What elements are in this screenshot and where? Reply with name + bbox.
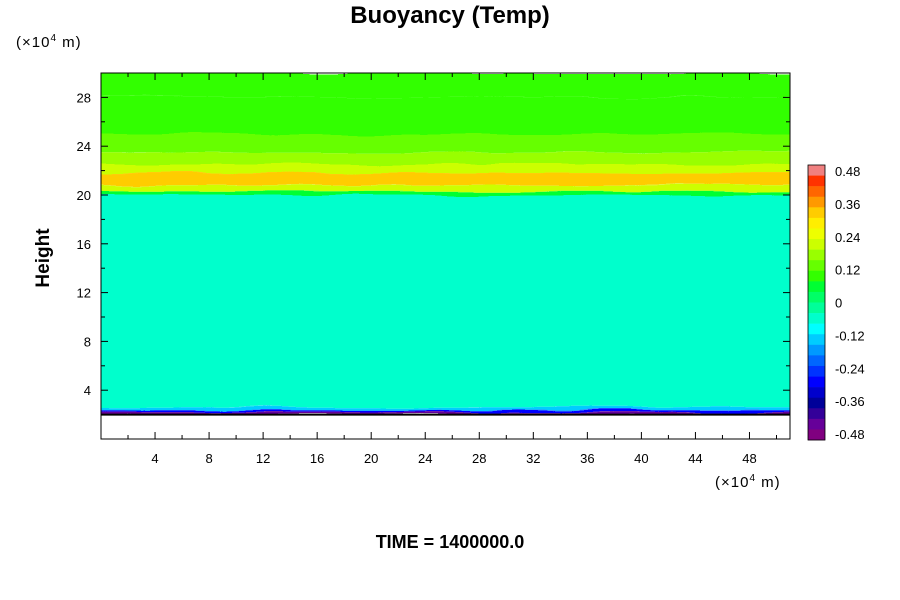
heatmap-layer-6 (101, 185, 790, 192)
colorbar-swatch-6 (808, 228, 825, 240)
colorbar-swatch-10 (808, 270, 825, 282)
y-tick-label: 20 (77, 188, 91, 203)
colorbar-swatch-12 (808, 291, 825, 303)
colorbar-swatch-1 (808, 175, 825, 187)
heatmap-layer-11 (101, 412, 790, 415)
colorbar-tick-label: -0.48 (835, 427, 865, 442)
colorbar-swatch-9 (808, 260, 825, 272)
colorbar-swatch-2 (808, 186, 825, 198)
x-tick-label: 20 (364, 451, 378, 466)
colorbar-swatch-7 (808, 239, 825, 250)
colorbar-swatch-21 (808, 387, 825, 398)
colorbar-swatch-22 (808, 397, 825, 409)
colorbar: 0.48 0.36 0.24 0.12 0 -0.12 -0.24 -0.36 -0.48 (807, 164, 865, 442)
colorbar-swatch-15 (808, 323, 825, 335)
y-unit-label: (×104 m) (16, 33, 82, 51)
heatmap-layer-0 (101, 73, 790, 98)
colorbar-tick-label: -0.24 (835, 361, 865, 376)
heatmap-layer-8 (101, 195, 790, 408)
heatmap-layer-2 (101, 134, 790, 153)
colorbar-swatch-8 (808, 249, 825, 261)
colorbar-swatch-17 (808, 344, 825, 356)
colorbar-swatch-5 (808, 217, 825, 229)
colorbar-swatch-4 (808, 207, 825, 219)
colorbar-swatch-13 (808, 302, 825, 314)
y-axis-label: Height (33, 228, 54, 288)
colorbar-tick-label: 0.12 (835, 263, 860, 278)
plot-frame (100, 72, 791, 440)
colorbar-tick-label: 0 (835, 296, 842, 311)
colorbar-swatch-20 (808, 376, 825, 388)
colorbar-swatch-11 (808, 281, 825, 293)
x-tick-label: 16 (310, 451, 324, 466)
heatmap-layer-1 (101, 97, 790, 134)
time-label: TIME = 1400000.0 (375, 532, 525, 552)
x-tick-label: 40 (634, 451, 648, 466)
colorbar-swatch-0 (808, 165, 825, 176)
heatmap-field (101, 73, 790, 439)
colorbar-swatch-14 (808, 313, 825, 324)
colorbar-swatch-24 (808, 418, 825, 430)
heatmap-layers (101, 73, 790, 415)
x-tick-label: 48 (742, 451, 756, 466)
y-tick-label: 16 (77, 237, 91, 252)
x-tick-label: 44 (688, 451, 702, 466)
colorbar-swatch-23 (808, 408, 825, 420)
x-tick-label: 36 (580, 451, 594, 466)
colorbar-tick-label: 0.24 (835, 230, 860, 245)
y-tick-label: 24 (77, 139, 91, 154)
heatmap-layer-7 (101, 191, 790, 195)
x-tick-label: 8 (205, 451, 212, 466)
colorbar-swatch-3 (808, 196, 825, 208)
colorbar-tick-label: -0.36 (835, 394, 865, 409)
x-unit-label: (×104 m) (715, 473, 781, 491)
heatmap-layer-10 (101, 410, 790, 413)
heatmap-layer-9 (101, 407, 790, 411)
colorbar-swatch-18 (808, 355, 825, 367)
heatmap-layer-4 (101, 164, 790, 174)
colorbar-swatch-16 (808, 334, 825, 346)
x-tick-label: 12 (256, 451, 270, 466)
x-tick-label: 24 (418, 451, 432, 466)
colorbar-tick-label: 0.36 (835, 197, 860, 212)
heatmap-layer-3 (101, 152, 790, 165)
x-tick-label: 32 (526, 451, 540, 466)
colorbar-swatch-25 (808, 429, 825, 441)
y-tick-label: 12 (77, 286, 91, 301)
chart-title: Buoyancy (Temp) (350, 2, 550, 29)
colorbar-swatch-19 (808, 365, 825, 377)
colorbar-tick-label: 0.48 (835, 164, 860, 179)
y-tick-label: 4 (84, 383, 91, 398)
x-tick-label: 4 (151, 451, 158, 466)
colorbar-frame (807, 164, 826, 441)
heatmap-layer-5 (101, 173, 790, 186)
heatmap-empty-region (101, 414, 790, 439)
y-tick-label: 28 (77, 90, 91, 105)
colorbar-tick-label: -0.12 (835, 328, 865, 343)
y-tick-label: 8 (84, 334, 91, 349)
x-tick-label: 28 (472, 451, 486, 466)
